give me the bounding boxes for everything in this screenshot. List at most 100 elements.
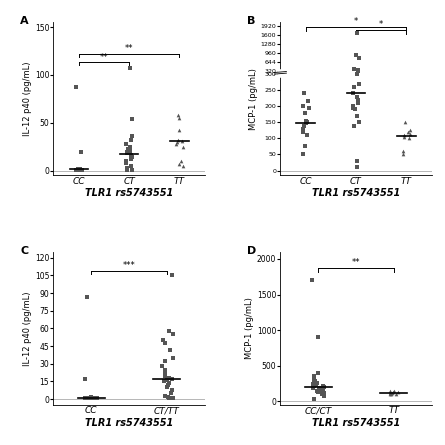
Point — [406, 127, 413, 134]
Point — [162, 366, 169, 373]
Point — [389, 388, 396, 396]
Point — [317, 386, 324, 393]
Point — [161, 370, 168, 377]
Point — [310, 373, 317, 380]
Point — [406, 130, 413, 137]
Point — [75, 166, 82, 173]
Point — [77, 166, 84, 173]
Point — [405, 129, 412, 136]
Text: ***: *** — [123, 261, 135, 270]
X-axis label: TLR1 rs5743551: TLR1 rs5743551 — [312, 189, 400, 198]
Point — [302, 109, 309, 116]
Y-axis label: IL-12 p40 (pg/mL): IL-12 p40 (pg/mL) — [23, 61, 32, 136]
Point — [310, 381, 317, 388]
Text: **: ** — [125, 44, 134, 53]
Point — [351, 106, 358, 113]
Point — [161, 358, 168, 365]
Point — [164, 384, 171, 391]
Point — [127, 148, 134, 155]
Point — [128, 115, 135, 122]
Point — [175, 127, 182, 134]
Point — [355, 54, 362, 61]
Point — [72, 84, 79, 91]
Point — [174, 112, 181, 119]
Point — [122, 140, 129, 147]
Point — [311, 378, 318, 385]
Y-axis label: MCP-1 (pg/mL): MCP-1 (pg/mL) — [245, 297, 254, 360]
Point — [164, 381, 171, 388]
Point — [169, 395, 176, 402]
Point — [388, 390, 396, 397]
Point — [127, 162, 134, 169]
X-axis label: TLR1 rs5743551: TLR1 rs5743551 — [85, 189, 173, 198]
Point — [300, 103, 307, 110]
Point — [167, 390, 174, 397]
Point — [177, 158, 184, 165]
Point — [159, 363, 166, 370]
Point — [128, 133, 135, 140]
Point — [352, 51, 360, 58]
Point — [179, 143, 186, 150]
Point — [123, 159, 130, 166]
Point — [401, 119, 409, 126]
Point — [128, 154, 135, 161]
Point — [168, 386, 175, 393]
Point — [176, 114, 183, 121]
Point — [93, 395, 100, 402]
Point — [350, 104, 357, 111]
Point — [127, 143, 134, 150]
Point — [309, 277, 316, 284]
Point — [179, 162, 186, 169]
Point — [90, 394, 97, 401]
Point — [305, 104, 312, 111]
Point — [311, 382, 318, 389]
Point — [317, 387, 324, 394]
Point — [320, 385, 327, 392]
Point — [318, 390, 325, 397]
Y-axis label: IL-12 p40 (pg/mL): IL-12 p40 (pg/mL) — [23, 291, 32, 366]
Point — [75, 166, 82, 174]
Point — [319, 383, 326, 390]
Point — [178, 138, 186, 145]
Point — [310, 376, 317, 384]
Point — [92, 395, 99, 402]
Point — [320, 389, 327, 396]
Point — [125, 147, 133, 154]
Point — [320, 384, 327, 391]
Point — [390, 388, 397, 395]
Point — [72, 166, 79, 174]
Text: B: B — [247, 16, 255, 26]
Point — [166, 374, 173, 381]
Point — [173, 140, 180, 147]
Point — [124, 150, 131, 157]
Point — [78, 166, 85, 173]
Point — [166, 379, 173, 386]
Point — [127, 155, 134, 162]
Point — [400, 133, 408, 140]
Text: D: D — [247, 246, 256, 256]
Point — [351, 83, 358, 90]
Point — [388, 390, 395, 397]
Point — [168, 395, 175, 402]
Point — [387, 391, 394, 398]
Point — [353, 93, 360, 100]
Point — [166, 346, 174, 353]
Point — [126, 65, 133, 72]
Point — [309, 384, 316, 391]
Point — [83, 395, 90, 402]
Point — [168, 376, 175, 383]
Text: C: C — [20, 246, 28, 256]
Text: *: * — [379, 20, 383, 29]
Point — [300, 122, 307, 129]
Point — [77, 149, 84, 156]
Point — [299, 151, 307, 158]
Point — [401, 132, 408, 139]
Point — [160, 378, 167, 385]
Point — [125, 145, 132, 152]
Text: A: A — [20, 16, 29, 26]
Point — [176, 160, 183, 167]
Point — [169, 272, 176, 279]
Point — [354, 67, 361, 74]
Point — [400, 148, 407, 155]
Point — [349, 90, 356, 97]
